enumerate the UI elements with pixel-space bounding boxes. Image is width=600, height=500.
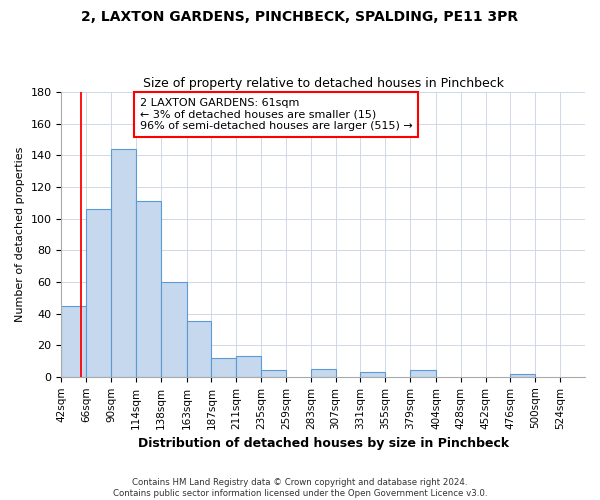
Text: 2, LAXTON GARDENS, PINCHBECK, SPALDING, PE11 3PR: 2, LAXTON GARDENS, PINCHBECK, SPALDING, … — [82, 10, 518, 24]
Bar — [161, 282, 187, 377]
Text: 2 LAXTON GARDENS: 61sqm
← 3% of detached houses are smaller (15)
96% of semi-det: 2 LAXTON GARDENS: 61sqm ← 3% of detached… — [140, 98, 413, 131]
Title: Size of property relative to detached houses in Pinchbeck: Size of property relative to detached ho… — [143, 76, 504, 90]
Bar — [111, 149, 136, 377]
Bar — [361, 372, 385, 377]
Y-axis label: Number of detached properties: Number of detached properties — [15, 147, 25, 322]
Bar — [236, 356, 261, 377]
Bar — [511, 374, 535, 377]
X-axis label: Distribution of detached houses by size in Pinchbeck: Distribution of detached houses by size … — [137, 437, 509, 450]
Bar — [187, 322, 211, 377]
Bar — [311, 369, 335, 377]
Bar — [86, 209, 111, 377]
Bar — [211, 358, 236, 377]
Text: Contains HM Land Registry data © Crown copyright and database right 2024.
Contai: Contains HM Land Registry data © Crown c… — [113, 478, 487, 498]
Bar — [261, 370, 286, 377]
Bar — [136, 201, 161, 377]
Bar — [61, 306, 86, 377]
Bar — [410, 370, 436, 377]
